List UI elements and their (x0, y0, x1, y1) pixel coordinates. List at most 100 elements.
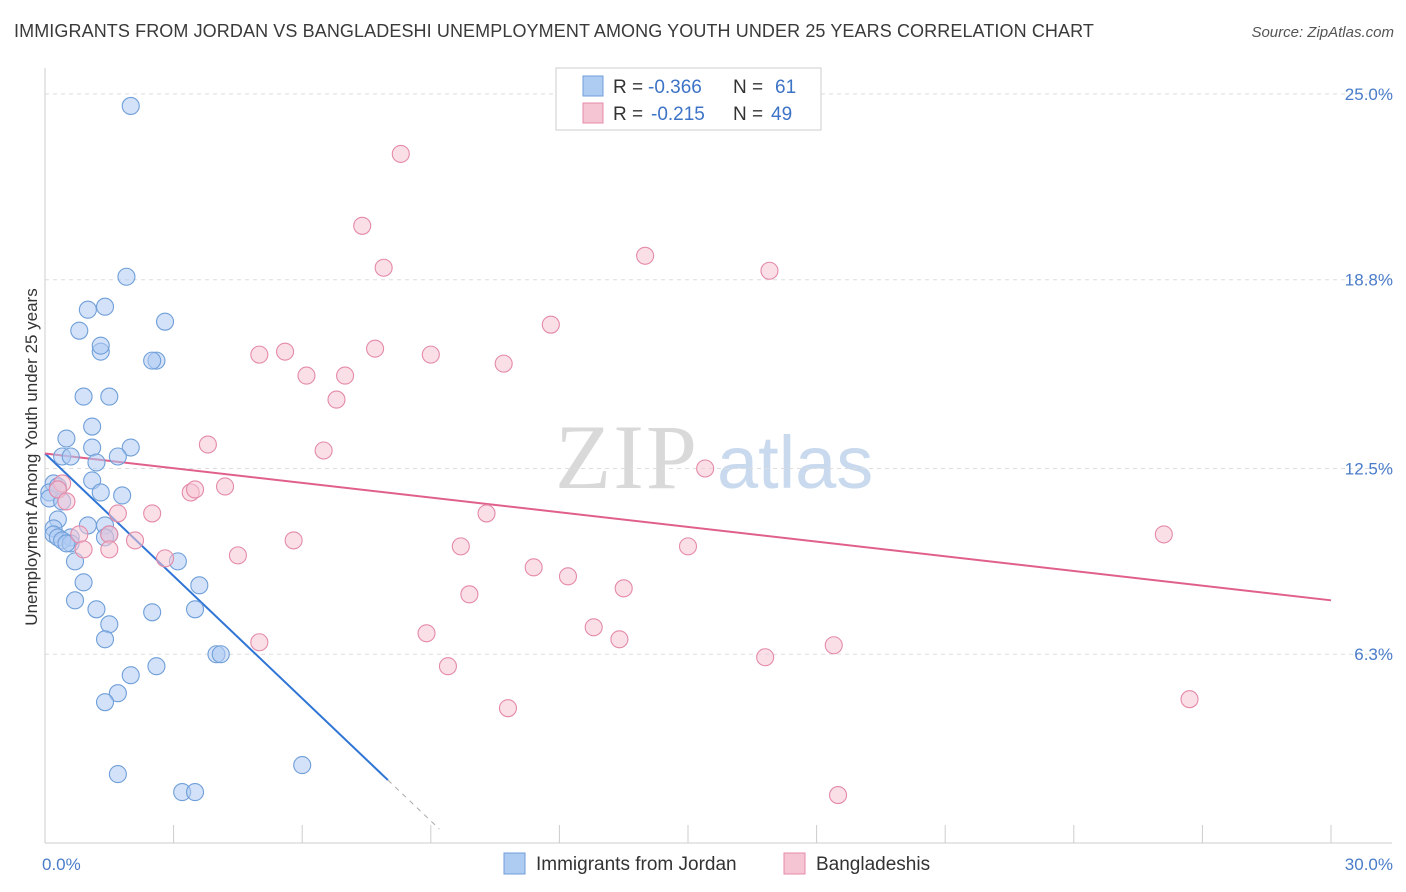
point-bangla-16 (696, 459, 715, 478)
point-jordan-19 (87, 453, 106, 472)
point-jordan-4 (70, 321, 89, 340)
point-jordan-46 (143, 603, 162, 622)
point-bangla-33 (74, 540, 93, 559)
point-bangla-46 (756, 648, 775, 667)
point-bangla-37 (524, 558, 543, 577)
point-jordan-7 (91, 336, 110, 355)
point-bangla-44 (250, 633, 269, 652)
point-jordan-10 (74, 387, 93, 406)
bottom-legend: Immigrants from Jordan Bangladeshis (503, 852, 930, 875)
stats-r-label-jordan: R = (613, 77, 643, 98)
point-jordan-23 (91, 483, 110, 502)
point-jordan-5 (155, 312, 175, 331)
point-jordan-15 (121, 438, 140, 457)
point-bangla-35 (228, 546, 247, 565)
point-jordan-38 (57, 534, 76, 553)
point-jordan-25 (113, 486, 132, 505)
point-bangla-43 (610, 630, 629, 649)
point-bangla-2 (636, 246, 655, 265)
point-bangla-36 (155, 549, 175, 568)
point-bangla-20 (215, 477, 235, 496)
trend-line-bangla (44, 452, 1332, 602)
point-bangla-39 (614, 579, 633, 598)
stats-n-label-jordan: N = (733, 77, 763, 98)
point-bangla-19 (185, 480, 205, 499)
point-bangla-22 (57, 492, 76, 511)
legend-swatch-jordan (503, 852, 526, 875)
point-bangla-38 (558, 567, 578, 586)
point-bangla-50 (828, 786, 848, 805)
point-bangla-25 (108, 504, 127, 523)
points-jordan (40, 96, 312, 802)
source-label: Source: ZipAtlas.com (1251, 24, 1394, 41)
point-jordan-1 (117, 267, 136, 286)
y-tick-label-2: 18.8% (1345, 271, 1393, 290)
y-axis-label: Unemployment Among Youth under 25 years (22, 288, 41, 625)
point-bangla-31 (451, 537, 470, 556)
point-bangla-42 (584, 618, 603, 637)
stats-n-label-bangla: N = (733, 104, 763, 125)
data-points (40, 96, 1199, 805)
point-bangla-1 (353, 216, 372, 235)
point-bangla-5 (541, 315, 560, 334)
point-jordan-14 (83, 438, 102, 457)
point-bangla-41 (417, 624, 436, 643)
point-bangla-11 (297, 366, 316, 385)
point-bangla-0 (391, 144, 410, 163)
watermark-zip: ZIP (555, 406, 699, 508)
stats-n-value-bangla: 49 (771, 104, 792, 125)
point-bangla-34 (100, 540, 119, 559)
point-bangla-7 (276, 342, 295, 361)
point-bangla-6 (250, 345, 269, 364)
stats-legend-swatch-jordan (582, 75, 604, 97)
point-bangla-49 (1180, 690, 1199, 709)
point-bangla-28 (125, 531, 145, 550)
trend-lines (44, 452, 1332, 830)
point-jordan-43 (190, 576, 209, 595)
stats-legend-swatch-bangla (582, 102, 604, 124)
point-bangla-15 (314, 441, 333, 460)
point-bangla-45 (824, 636, 843, 655)
point-bangla-29 (284, 531, 303, 550)
point-jordan-13 (57, 429, 76, 448)
point-jordan-3 (95, 297, 115, 316)
point-jordan-54 (108, 684, 127, 703)
point-jordan-56 (293, 756, 312, 775)
point-bangla-32 (678, 537, 698, 556)
stats-r-value-jordan: -0.366 (648, 77, 702, 98)
trend-line-jordan-extension (387, 779, 440, 830)
point-bangla-14 (198, 435, 217, 454)
x-tick-label-0: 0.0% (42, 855, 81, 874)
axes (44, 68, 1392, 844)
point-bangla-12 (336, 366, 355, 385)
y-tick-labels: 6.3% 12.5% 18.8% 25.0% (1345, 85, 1393, 664)
point-jordan-45 (87, 600, 106, 619)
point-jordan-17 (61, 447, 80, 466)
legend-swatch-bangla (783, 852, 806, 875)
point-bangla-30 (1154, 525, 1173, 544)
point-jordan-2 (78, 300, 97, 319)
stats-n-value-jordan: 61 (775, 77, 796, 98)
point-jordan-52 (147, 657, 166, 676)
points-bangla (48, 144, 1199, 805)
point-bangla-24 (477, 504, 496, 523)
point-bangla-13 (327, 390, 346, 409)
point-bangla-47 (438, 657, 457, 676)
y-tick-label-3: 25.0% (1345, 85, 1393, 104)
trend-line-jordan (44, 452, 389, 781)
point-jordan-47 (185, 600, 205, 619)
stats-r-label-bangla: R = (613, 104, 643, 125)
point-bangla-8 (366, 339, 385, 358)
point-jordan-59 (185, 783, 205, 802)
point-jordan-55 (95, 693, 115, 712)
x-tick-labels: 0.0% 30.0% (42, 855, 1393, 874)
point-bangla-10 (494, 354, 513, 373)
point-bangla-4 (760, 261, 779, 280)
point-jordan-49 (95, 630, 115, 649)
stats-r-value-bangla: -0.215 (651, 104, 705, 125)
legend-label-bangla: Bangladeshis (816, 854, 930, 875)
point-jordan-0 (121, 96, 140, 116)
legend-label-jordan: Immigrants from Jordan (536, 854, 737, 875)
point-jordan-9 (143, 351, 162, 370)
